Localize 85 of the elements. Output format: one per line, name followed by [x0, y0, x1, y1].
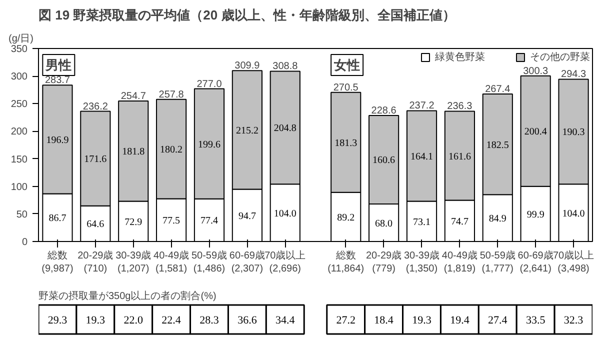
- text: 野菜の摂取量が350g以上の者の割合(%): [38, 290, 216, 302]
- x-tick-label: 30-39歳 (1,207): [116, 250, 152, 275]
- data-label: 190.3: [562, 127, 585, 138]
- y-tick-label: 0: [22, 237, 28, 248]
- total-label: 237.2: [409, 100, 435, 112]
- total-label: 236.3: [447, 101, 473, 112]
- text: 28.3: [200, 314, 220, 327]
- text: 22.4: [162, 314, 182, 327]
- y-tick-label: 250: [10, 99, 28, 110]
- text: 32.3: [564, 314, 584, 327]
- data-label: 215.2: [236, 125, 258, 136]
- total-label: 308.8: [272, 61, 298, 72]
- data-label: 182.5: [486, 140, 509, 151]
- x-tick-label: 60-69歳 (2,307): [229, 250, 265, 275]
- data-label: 77.5: [162, 216, 180, 227]
- data-label: 72.9: [124, 216, 142, 228]
- x-tick-label: 総数 (11,864): [328, 250, 364, 275]
- text: 18.4: [374, 314, 394, 327]
- total-label: 254.7: [120, 91, 146, 102]
- data-label: 104.0: [274, 208, 296, 220]
- data-label: 199.6: [198, 139, 221, 150]
- data-label: 196.9: [46, 134, 69, 146]
- data-label: 74.7: [450, 216, 468, 228]
- text: 22.0: [124, 314, 144, 327]
- data-label: 171.6: [84, 154, 107, 166]
- total-label: 294.3: [561, 69, 586, 80]
- text: 19.4: [450, 314, 470, 327]
- legend-label: 緑黄色野菜: [435, 50, 485, 64]
- total-label: 283.7: [44, 75, 70, 86]
- total-label: 236.2: [82, 101, 108, 112]
- text: 19.3: [412, 314, 432, 327]
- data-label: 64.6: [86, 219, 104, 230]
- total-label: 257.8: [158, 89, 184, 100]
- data-label: 204.8: [274, 123, 296, 134]
- x-tick-label: 70歳以上 (2,696): [264, 250, 306, 275]
- data-label: 200.4: [524, 126, 547, 138]
- data-label: 68.0: [375, 218, 393, 230]
- text: 34.4: [276, 314, 296, 327]
- y-axis-title: (g/日): [8, 34, 34, 44]
- y-tick-label: 150: [10, 154, 28, 166]
- data-label: 84.9: [488, 214, 506, 225]
- x-tick-label: 70歳以上 (3,498): [552, 250, 594, 275]
- legend-label: その他の野菜: [530, 50, 590, 64]
- data-label: 164.1: [410, 151, 433, 162]
- text: 19.3: [86, 314, 106, 327]
- x-tick-label: 50-59歳 (1,777): [480, 250, 516, 275]
- text: 36.6: [238, 314, 258, 327]
- data-label: 99.9: [526, 209, 544, 220]
- x-tick-label: 20-29歳 (779): [366, 250, 402, 275]
- text: 29.3: [48, 314, 68, 327]
- data-label: 77.4: [200, 216, 218, 227]
- y-tick-label: 50: [16, 209, 28, 220]
- x-tick-label: 20-29歳 (710): [78, 250, 114, 275]
- annotation: 女性: [333, 58, 360, 72]
- data-label: 160.6: [372, 155, 396, 166]
- total-label: 277.0: [196, 78, 222, 90]
- text: 33.5: [526, 314, 546, 327]
- x-tick-label: 総数 (9,987): [42, 250, 74, 275]
- x-tick-label: 60-69歳 (2,641): [518, 250, 554, 275]
- total-label: 300.3: [523, 66, 549, 77]
- y-tick-label: 300: [10, 72, 28, 83]
- data-label: 89.2: [337, 212, 355, 224]
- total-label: 228.6: [371, 105, 397, 116]
- annotation: 男性: [44, 58, 72, 72]
- total-label: 270.5: [333, 82, 359, 94]
- y-tick-label: 350: [10, 44, 28, 55]
- x-tick-label: 40-49歳 (1,581): [154, 250, 190, 275]
- data-label: 180.2: [160, 144, 183, 156]
- total-label: 309.9: [234, 60, 260, 72]
- chart-title: 図 19 野菜摂取量の平均値（20 歳以上、性・年齢階級別、全国補正値）: [38, 8, 456, 22]
- y-tick-label: 100: [10, 182, 28, 193]
- x-tick-label: 40-49歳 (1,819): [442, 250, 478, 275]
- data-label: 181.3: [334, 138, 358, 149]
- data-label: 181.8: [122, 146, 145, 158]
- total-label: 267.4: [485, 84, 511, 96]
- data-label: 161.6: [448, 151, 471, 162]
- data-label: 73.1: [412, 216, 430, 228]
- data-label: 104.0: [562, 208, 585, 220]
- data-label: 86.7: [48, 213, 66, 224]
- text: 27.2: [336, 314, 356, 327]
- text: 27.4: [488, 314, 508, 327]
- x-tick-label: 30-39歳 (1,350): [404, 250, 440, 275]
- x-tick-label: 50-59歳 (1,486): [191, 250, 228, 275]
- y-tick-label: 200: [10, 126, 28, 138]
- data-label: 94.7: [238, 210, 256, 222]
